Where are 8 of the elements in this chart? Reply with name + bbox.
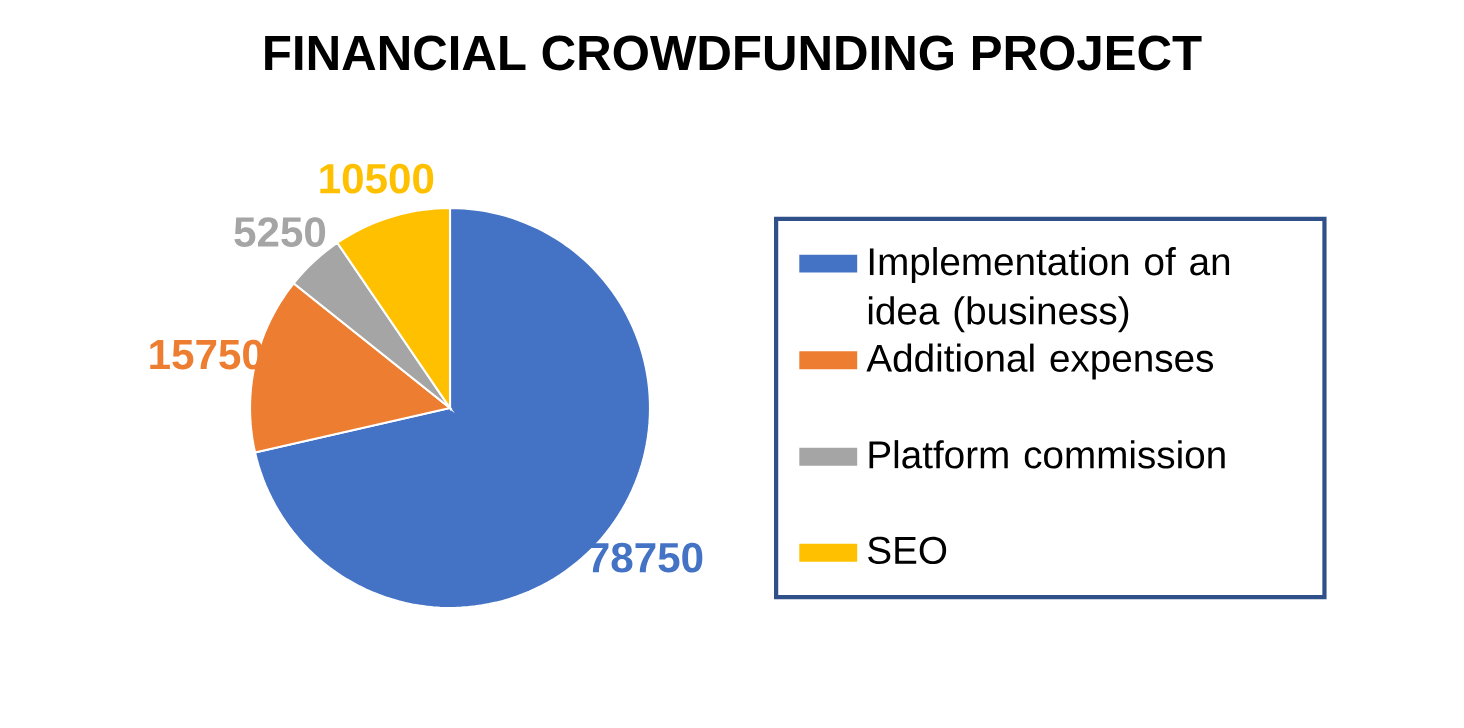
- legend-label: Platform commission: [869, 440, 1225, 469]
- data-label: 78750: [588, 542, 703, 573]
- legend-label: Implementation of an idea (business): [868, 247, 1230, 333]
- legend-label: Additional expenses: [866, 343, 1214, 380]
- legend-label: SEO: [868, 536, 947, 565]
- data-label: 5250: [234, 217, 326, 247]
- chart-title: FINANCIAL CROWDFUNDING PROJECT: [265, 35, 1202, 71]
- data-label: 10500: [320, 163, 434, 194]
